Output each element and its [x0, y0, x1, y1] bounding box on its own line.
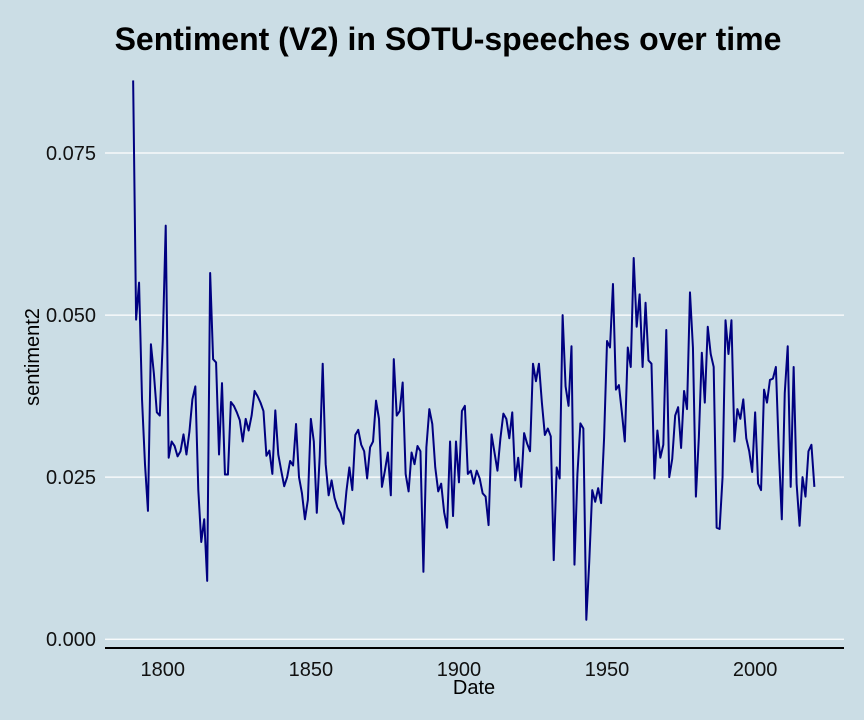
series-line-sentiment2	[132, 80, 816, 621]
x-tick-label: 1850	[289, 659, 334, 681]
x-axis-title: Date	[453, 677, 495, 699]
x-tick-label: 1800	[141, 659, 186, 681]
y-tick-label: 0.000	[46, 629, 96, 651]
y-tick-label: 0.025	[46, 467, 96, 489]
x-tick-label: 2000	[733, 659, 778, 681]
grid-lines	[105, 152, 844, 640]
y-tick-label: 0.050	[46, 305, 96, 327]
x-tick-labels: 1800 1850 1900 1950 2000	[141, 659, 778, 681]
y-tick-label: 0.075	[46, 143, 96, 165]
series-layer	[132, 80, 816, 621]
x-tick-label: 1900	[437, 659, 482, 681]
chart-title: Sentiment (V2) in SOTU-speeches over tim…	[115, 21, 782, 57]
y-axis-title: sentiment2	[22, 308, 44, 406]
x-tick-label: 1950	[585, 659, 630, 681]
y-tick-labels: 0.000 0.025 0.050 0.075	[46, 143, 96, 651]
